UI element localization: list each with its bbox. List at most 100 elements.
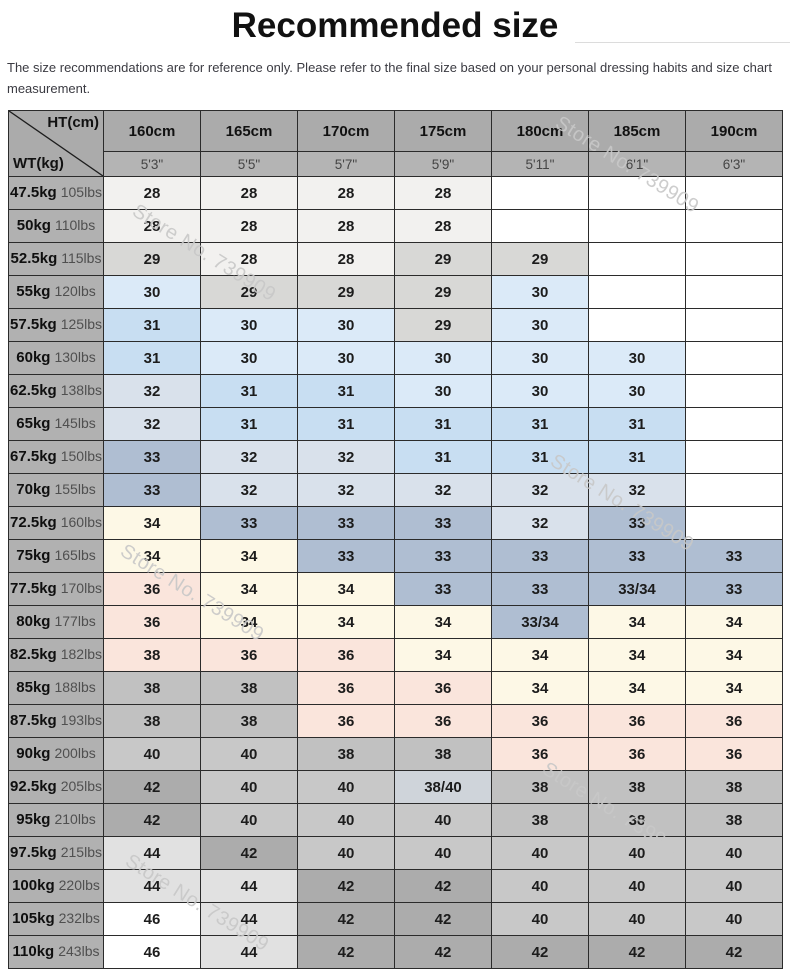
table-row-50kg: 50kg 110lbs 28 28 28 28 (8, 209, 783, 243)
weight-lbs: 150lbs (60, 448, 102, 464)
table-row-100kg: 100kg 220lbs 44 44 42 42 40 40 40 (8, 869, 783, 903)
weight-label: 62.5kg 138lbs (8, 374, 104, 408)
size-cell: 40 (491, 869, 589, 903)
weight-kg: 60kg (16, 349, 51, 366)
weight-kg: 57.5kg (10, 316, 57, 333)
size-cell: 28 (103, 209, 201, 243)
size-cell: 32 (491, 473, 589, 507)
weight-lbs: 160lbs (60, 514, 102, 530)
height-cm-header-185cm: 185cm (588, 110, 686, 152)
weight-label: 60kg 130lbs (8, 341, 104, 375)
size-cell: 28 (200, 176, 298, 210)
table-row-70kg: 70kg 155lbs 33 32 32 32 32 32 (8, 473, 783, 507)
weight-kg: 72.5kg (10, 514, 57, 531)
size-cell: 36 (394, 671, 492, 705)
weight-lbs: 105lbs (60, 184, 102, 200)
size-cell: 46 (103, 902, 201, 936)
weight-label: 52.5kg 115lbs (8, 242, 104, 276)
size-cell: 30 (588, 341, 686, 375)
size-cell: 30 (200, 308, 298, 342)
size-cell: 28 (200, 209, 298, 243)
size-cell: 33 (588, 539, 686, 573)
size-recommendation-table: HT(cm) WT(kg) 160cm 165cm 170cm 175cm 180cm 1… (8, 110, 783, 969)
size-cell: 40 (200, 770, 298, 804)
empty-cell (685, 473, 783, 507)
weight-lbs: 170lbs (60, 580, 102, 596)
table-row-95kg: 95kg 210lbs 42 40 40 40 38 38 38 (8, 803, 783, 837)
height-ft-header-4: 5'9" (394, 151, 492, 177)
size-cell: 40 (588, 869, 686, 903)
size-cell: 38 (685, 803, 783, 837)
header-row-ft: 5'3" 5'5" 5'7" 5'9" 5'11" 6'1" 6'3" (9, 151, 783, 177)
size-cell: 31 (103, 308, 201, 342)
weight-label: 110kg 243lbs (8, 935, 104, 969)
size-cell: 31 (297, 374, 395, 408)
height-axis-label: HT(cm) (47, 114, 99, 131)
weight-lbs: 200lbs (54, 745, 96, 761)
weight-kg: 85kg (16, 679, 51, 696)
height-ft-header-3: 5'7" (297, 151, 395, 177)
weight-lbs: 210lbs (54, 811, 96, 827)
size-cell: 40 (394, 836, 492, 870)
size-cell: 29 (103, 242, 201, 276)
weight-label: 95kg 210lbs (8, 803, 104, 837)
weight-kg: 80kg (16, 613, 51, 630)
size-cell: 42 (394, 935, 492, 969)
table-row-75kg: 75kg 165lbs 34 34 33 33 33 33 33 (8, 539, 783, 573)
empty-cell (685, 242, 783, 276)
table-row-90kg: 90kg 200lbs 40 40 38 38 36 36 36 (8, 737, 783, 771)
weight-kg: 97.5kg (10, 844, 57, 861)
table-row-72.5kg: 72.5kg 160lbs 34 33 33 33 32 33 (8, 506, 783, 540)
size-cell: 31 (491, 407, 589, 441)
empty-cell (588, 209, 686, 243)
size-cell: 36 (103, 605, 201, 639)
size-cell: 33 (491, 572, 589, 606)
height-ft-header-2: 5'5" (200, 151, 298, 177)
size-cell: 31 (394, 407, 492, 441)
weight-kg: 55kg (16, 283, 51, 300)
weight-lbs: 188lbs (54, 679, 96, 695)
size-cell: 36 (491, 737, 589, 771)
table-row-65kg: 65kg 145lbs 32 31 31 31 31 31 (8, 407, 783, 441)
size-cell: 28 (297, 242, 395, 276)
size-cell: 40 (297, 803, 395, 837)
size-cell: 40 (394, 803, 492, 837)
height-cm-header-175cm: 175cm (394, 110, 492, 152)
empty-cell (588, 242, 686, 276)
weight-lbs: 220lbs (58, 877, 100, 893)
size-cell: 29 (394, 242, 492, 276)
size-cell: 36 (297, 704, 395, 738)
size-cell: 30 (297, 308, 395, 342)
size-cell: 36 (200, 638, 298, 672)
size-cell: 29 (297, 275, 395, 309)
size-cell: 33 (685, 539, 783, 573)
height-ft-header-5: 5'11" (491, 151, 589, 177)
size-cell: 44 (103, 836, 201, 870)
size-cell: 33 (491, 539, 589, 573)
size-cell: 46 (103, 935, 201, 969)
weight-label: 57.5kg 125lbs (8, 308, 104, 342)
weight-label: 100kg 220lbs (8, 869, 104, 903)
size-cell: 30 (491, 308, 589, 342)
height-ft-header-7: 6'3" (685, 151, 783, 177)
empty-cell (588, 275, 686, 309)
table-row-80kg: 80kg 177lbs 36 34 34 34 33/34 34 34 (8, 605, 783, 639)
size-cell: 31 (103, 341, 201, 375)
weight-lbs: 177lbs (54, 613, 96, 629)
weight-label: 55kg 120lbs (8, 275, 104, 309)
size-cell: 38 (588, 803, 686, 837)
size-cell: 34 (297, 572, 395, 606)
divider-line (575, 42, 790, 43)
empty-cell (491, 176, 589, 210)
size-cell: 36 (685, 737, 783, 771)
size-cell: 42 (297, 935, 395, 969)
size-cell: 32 (200, 440, 298, 474)
weight-lbs: 182lbs (60, 646, 102, 662)
weight-lbs: 115lbs (61, 250, 102, 266)
size-cell: 30 (491, 275, 589, 309)
size-cell: 32 (394, 473, 492, 507)
size-cell: 38 (685, 770, 783, 804)
size-cell: 33/34 (588, 572, 686, 606)
weight-lbs: 138lbs (60, 382, 102, 398)
size-cell: 31 (200, 374, 298, 408)
